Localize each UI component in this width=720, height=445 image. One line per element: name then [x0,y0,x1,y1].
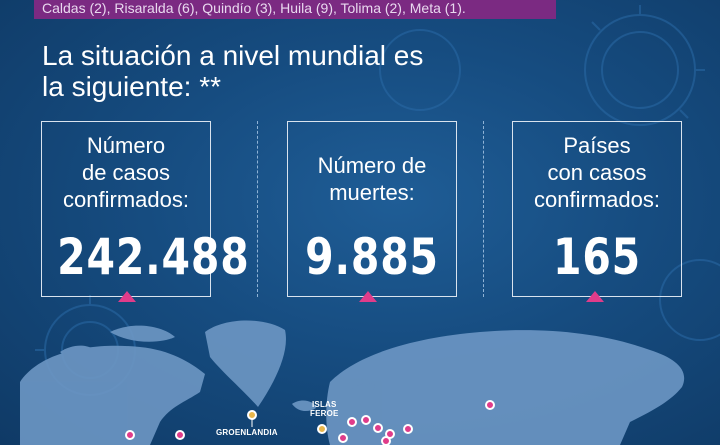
map-label-islas: ISLAS [312,400,337,409]
map-label-feroe: FEROE [310,409,339,418]
pointer-triangle-icon [359,291,377,302]
stat-label-deaths: Número de muertes: [317,153,427,205]
dashed-divider [483,121,484,297]
stat-box-deaths: Número de muertes: 9.885 [287,121,457,297]
stat-box-confirmed-cases: Número de casos confirmados: 242.488 [41,121,250,297]
map-label-groenlandia: GROENLANDIA [216,428,278,437]
headline: La situación a nivel mundial es la sigui… [42,40,502,102]
stat-value-countries: 165 [552,228,642,286]
stat-label-countries: Países con casos confirmados: [534,133,660,212]
top-strip-departments: Caldas (2), Risaralda (6), Quindío (3), … [34,0,556,19]
headline-line-2: la siguiente: ** [42,71,222,102]
stat-value-deaths: 9.885 [305,228,439,286]
map-label-islas-feroe: ISLAS FEROE [310,400,339,418]
stat-value-confirmed-cases: 242.488 [57,228,250,286]
dashed-divider [257,121,258,297]
pointer-triangle-icon [118,291,136,302]
stat-box-countries: Países con casos confirmados: 165 [512,121,682,297]
world-map [20,320,685,445]
headline-line-1: La situación a nivel mundial es [42,40,424,71]
stat-label-confirmed-cases: Número de casos confirmados: [63,133,189,212]
pointer-triangle-icon [586,291,604,302]
